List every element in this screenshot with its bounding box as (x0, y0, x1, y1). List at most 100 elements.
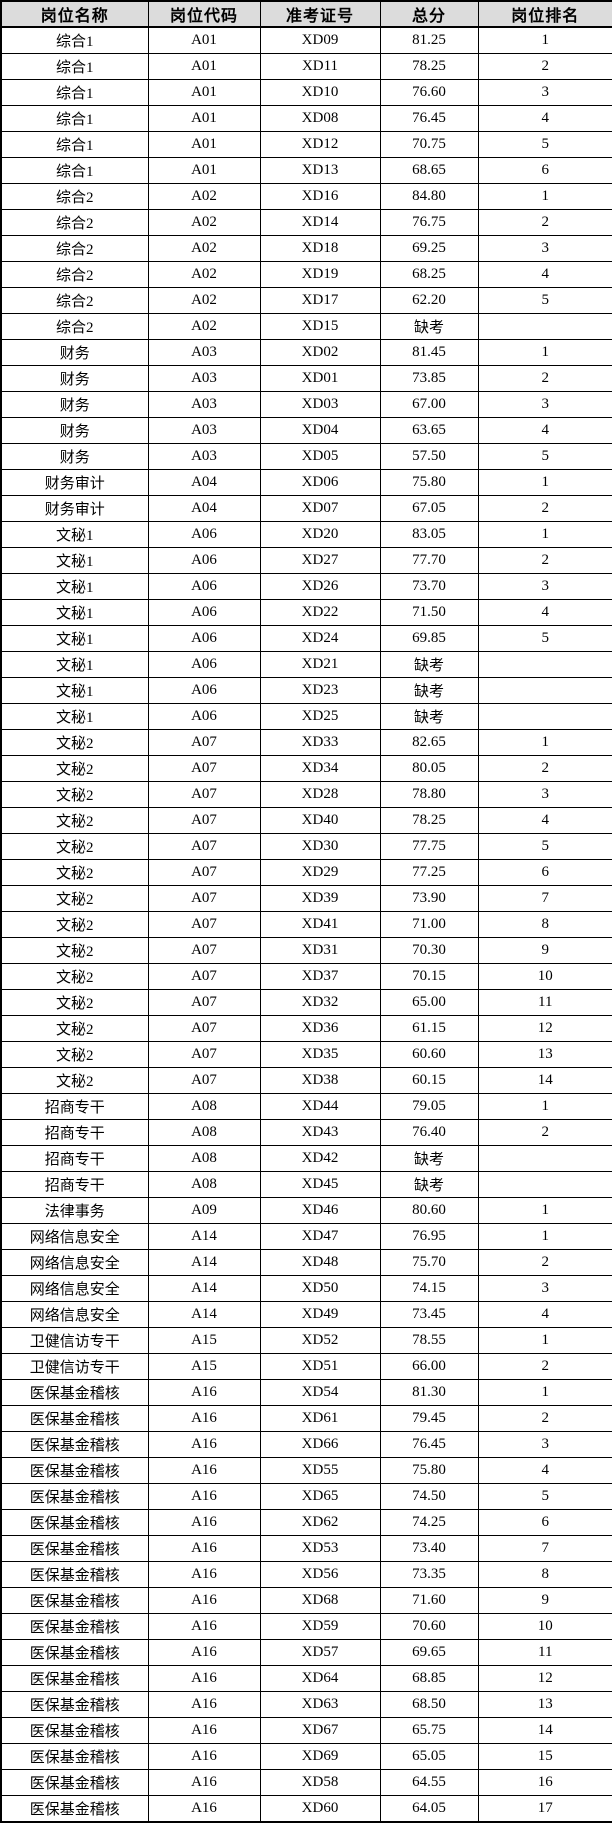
ticket-number-cell: XD43 (259, 1119, 381, 1146)
position-rank-cell: 2 (477, 755, 612, 782)
position-name-cell: 综合1 (0, 79, 149, 106)
position-code-cell: A07 (147, 1041, 261, 1068)
position-rank-cell: 4 (477, 807, 612, 834)
table-row: 文秘1 A06 XD26 73.70 3 (0, 573, 612, 600)
position-name-cell: 医保基金稽核 (0, 1613, 149, 1640)
ticket-number-cell: XD21 (259, 651, 381, 678)
position-code-cell: A08 (147, 1145, 261, 1172)
position-code-cell: A15 (147, 1353, 261, 1380)
table-body: 综合1 A01 XD09 81.25 1 综合1 A01 XD11 78.25 2 综合1 A01 XD… (0, 26, 612, 1823)
position-code-cell: A02 (147, 287, 261, 314)
position-code-cell: A04 (147, 495, 261, 522)
ticket-number-cell: XD28 (259, 781, 381, 808)
position-code-cell: A07 (147, 1015, 261, 1042)
position-rank-cell: 2 (477, 53, 612, 80)
ticket-number-cell: XD38 (259, 1067, 381, 1094)
position-name-cell: 医保基金稽核 (0, 1639, 149, 1666)
position-code-cell: A08 (147, 1171, 261, 1198)
total-score-cell: 70.75 (379, 131, 479, 158)
table-row: 文秘1 A06 XD22 71.50 4 (0, 599, 612, 626)
position-code-cell: A16 (147, 1535, 261, 1562)
table-row: 文秘1 A06 XD25 缺考 (0, 703, 612, 730)
position-code-cell: A07 (147, 963, 261, 990)
position-code-cell: A02 (147, 209, 261, 236)
ticket-number-cell: XD45 (259, 1171, 381, 1198)
position-code-cell: A07 (147, 729, 261, 756)
position-code-cell: A16 (147, 1379, 261, 1406)
position-code-cell: A16 (147, 1769, 261, 1796)
table-row: 网络信息安全 A14 XD48 75.70 2 (0, 1249, 612, 1276)
position-code-cell: A16 (147, 1561, 261, 1588)
position-rank-cell: 8 (477, 1561, 612, 1588)
position-code-cell: A07 (147, 1067, 261, 1094)
ticket-number-cell: XD48 (259, 1249, 381, 1276)
position-code-cell: A16 (147, 1509, 261, 1536)
position-code-cell: A06 (147, 521, 261, 548)
table-row: 综合1 A01 XD12 70.75 5 (0, 131, 612, 158)
position-name-cell: 财务 (0, 417, 149, 444)
table-row: 招商专干 A08 XD43 76.40 2 (0, 1119, 612, 1146)
position-rank-cell (477, 677, 612, 704)
position-name-cell: 文秘2 (0, 989, 149, 1016)
position-name-cell: 财务 (0, 391, 149, 418)
table-row: 网络信息安全 A14 XD47 76.95 1 (0, 1223, 612, 1250)
position-code-cell: A16 (147, 1587, 261, 1614)
ticket-number-cell: XD33 (259, 729, 381, 756)
total-score-cell: 71.00 (379, 911, 479, 938)
position-name-cell: 法律事务 (0, 1197, 149, 1224)
table-row: 财务 A03 XD05 57.50 5 (0, 443, 612, 470)
total-score-cell: 65.75 (379, 1717, 479, 1744)
table-row: 财务审计 A04 XD06 75.80 1 (0, 469, 612, 496)
position-name-cell: 文秘2 (0, 807, 149, 834)
ticket-number-cell: XD60 (259, 1795, 381, 1823)
table-row: 文秘2 A07 XD33 82.65 1 (0, 729, 612, 756)
position-name-cell: 医保基金稽核 (0, 1483, 149, 1510)
table-row: 文秘2 A07 XD29 77.25 6 (0, 859, 612, 886)
table-row: 医保基金稽核 A16 XD69 65.05 15 (0, 1743, 612, 1770)
total-score-cell: 64.55 (379, 1769, 479, 1796)
table-row: 文秘2 A07 XD34 80.05 2 (0, 755, 612, 782)
position-name-cell: 文秘2 (0, 963, 149, 990)
table-row: 综合2 A02 XD18 69.25 3 (0, 235, 612, 262)
position-name-cell: 医保基金稽核 (0, 1665, 149, 1692)
ticket-number-cell: XD32 (259, 989, 381, 1016)
ticket-number-cell: XD11 (259, 53, 381, 80)
table-row: 医保基金稽核 A16 XD59 70.60 10 (0, 1613, 612, 1640)
table-row: 综合2 A02 XD14 76.75 2 (0, 209, 612, 236)
ticket-number-cell: XD35 (259, 1041, 381, 1068)
table-row: 综合2 A02 XD16 84.80 1 (0, 183, 612, 210)
position-code-cell: A06 (147, 651, 261, 678)
column-header-position-rank: 岗位排名 (477, 0, 612, 28)
table-row: 医保基金稽核 A16 XD62 74.25 6 (0, 1509, 612, 1536)
position-name-cell: 网络信息安全 (0, 1301, 149, 1328)
table-row: 财务 A03 XD03 67.00 3 (0, 391, 612, 418)
position-name-cell: 文秘1 (0, 599, 149, 626)
position-code-cell: A06 (147, 625, 261, 652)
table-row: 文秘2 A07 XD41 71.00 8 (0, 911, 612, 938)
ticket-number-cell: XD23 (259, 677, 381, 704)
position-code-cell: A03 (147, 391, 261, 418)
total-score-cell: 81.45 (379, 339, 479, 366)
table-row: 综合1 A01 XD13 68.65 6 (0, 157, 612, 184)
ticket-number-cell: XD25 (259, 703, 381, 730)
position-name-cell: 综合1 (0, 53, 149, 80)
position-rank-cell: 2 (477, 1353, 612, 1380)
position-rank-cell: 5 (477, 287, 612, 314)
table-row: 财务 A03 XD02 81.45 1 (0, 339, 612, 366)
ticket-number-cell: XD04 (259, 417, 381, 444)
table-row: 文秘1 A06 XD20 83.05 1 (0, 521, 612, 548)
position-code-cell: A06 (147, 599, 261, 626)
position-name-cell: 文秘1 (0, 521, 149, 548)
position-name-cell: 文秘1 (0, 573, 149, 600)
ticket-number-cell: XD56 (259, 1561, 381, 1588)
position-code-cell: A02 (147, 235, 261, 262)
ticket-number-cell: XD50 (259, 1275, 381, 1302)
position-rank-cell: 4 (477, 599, 612, 626)
ticket-number-cell: XD61 (259, 1405, 381, 1432)
ticket-number-cell: XD69 (259, 1743, 381, 1770)
column-header-total-score: 总分 (379, 0, 479, 28)
total-score-cell: 68.25 (379, 261, 479, 288)
position-rank-cell: 2 (477, 365, 612, 392)
position-rank-cell: 5 (477, 625, 612, 652)
position-code-cell: A02 (147, 261, 261, 288)
